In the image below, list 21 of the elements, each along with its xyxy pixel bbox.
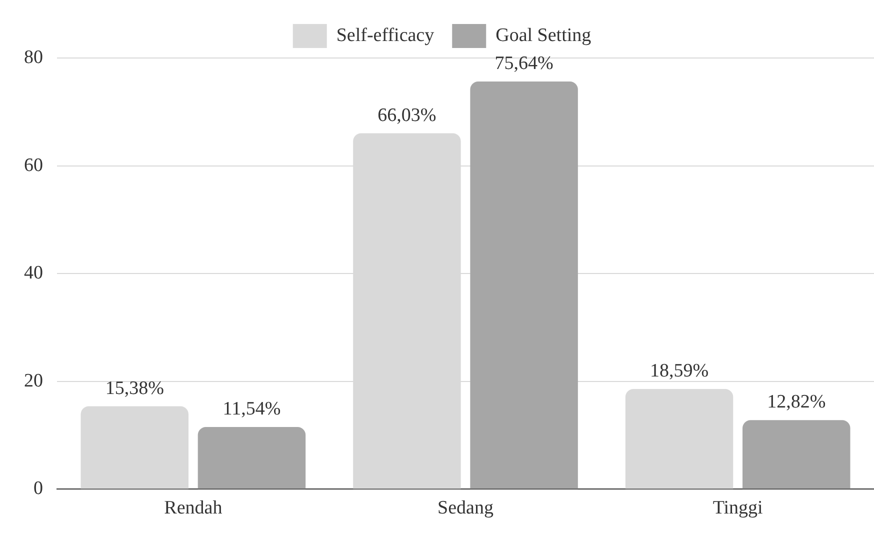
data-label: 18,59% (650, 360, 709, 382)
legend-label: Self-efficacy (336, 24, 435, 46)
bar (742, 420, 850, 489)
bar (80, 406, 188, 489)
legend-label: Goal Setting (496, 24, 592, 46)
bar (198, 427, 306, 489)
y-tick-label: 80 (24, 46, 43, 68)
data-label: 75,64% (494, 52, 554, 74)
data-label: 12,82% (767, 392, 826, 413)
x-tick-label: Sedang (438, 498, 494, 519)
x-tick-label: Tinggi (712, 498, 763, 519)
data-label: 66,03% (378, 104, 436, 126)
y-tick-label: 60 (24, 154, 43, 176)
x-tick-label: Rendah (164, 498, 223, 519)
bar (470, 82, 578, 489)
y-tick-label: 20 (24, 370, 43, 392)
bar (625, 389, 734, 489)
y-tick-label: 0 (34, 478, 43, 500)
data-label: 11,54% (222, 398, 281, 420)
data-label: 15,38% (105, 378, 164, 399)
y-tick-label: 40 (24, 262, 43, 284)
